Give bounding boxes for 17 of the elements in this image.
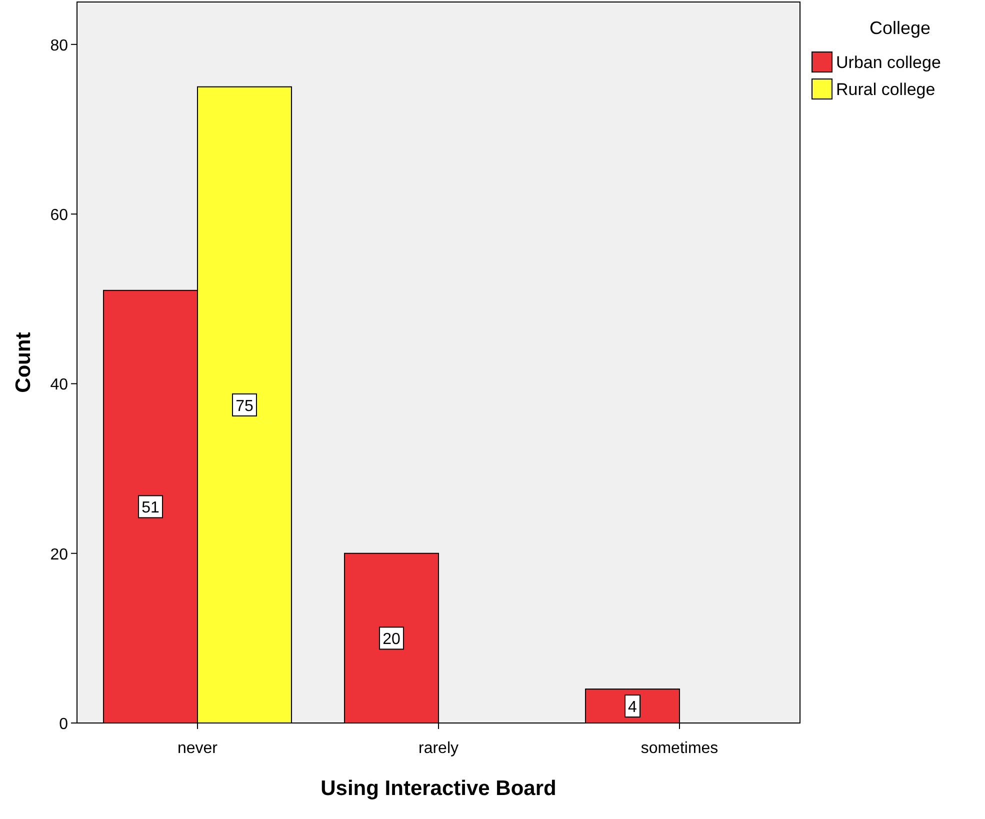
data-label: 4 bbox=[628, 699, 638, 716]
legend-label: Urban college bbox=[836, 53, 941, 72]
x-tick-label: rarely bbox=[418, 740, 459, 757]
y-tick-label: 40 bbox=[50, 376, 68, 394]
legend-label: Rural college bbox=[836, 80, 936, 99]
x-axis-title: Using Interactive Board bbox=[320, 777, 556, 800]
x-tick-label: never bbox=[177, 740, 218, 757]
data-label: 51 bbox=[142, 500, 160, 517]
y-tick-label: 20 bbox=[50, 546, 68, 564]
y-tick-label: 0 bbox=[59, 716, 68, 733]
y-tick-label: 60 bbox=[50, 207, 68, 224]
x-tick-label: sometimes bbox=[640, 740, 718, 757]
data-label: 20 bbox=[382, 631, 401, 648]
data-label: 75 bbox=[236, 398, 254, 415]
legend-title: College bbox=[869, 18, 931, 38]
y-axis-title: Count bbox=[12, 332, 35, 393]
y-tick-label: 80 bbox=[50, 37, 68, 54]
